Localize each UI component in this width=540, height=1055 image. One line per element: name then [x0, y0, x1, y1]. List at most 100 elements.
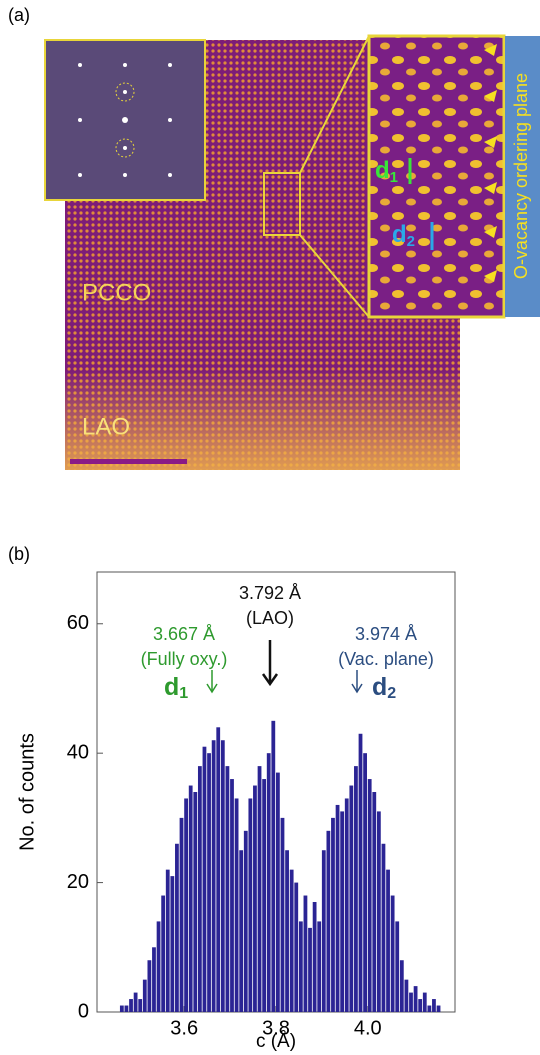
film-label: PCCO [82, 279, 151, 306]
bar [234, 798, 239, 1012]
y-tick-label: 40 [67, 741, 89, 763]
bar [216, 727, 221, 1012]
bar [202, 746, 207, 1012]
zoom-box [263, 172, 301, 236]
marker-sub: 1 [179, 685, 188, 702]
bar [381, 843, 386, 1012]
bar [409, 992, 413, 1012]
side-band [505, 36, 540, 317]
bar [170, 876, 175, 1012]
zoom-line [299, 35, 370, 174]
bar [367, 779, 372, 1012]
bar [335, 804, 340, 1012]
annotation: 3.792 Å (LAO) [239, 583, 301, 687]
bar [248, 798, 253, 1012]
fft-ring [115, 138, 135, 158]
bar [395, 921, 400, 1012]
panel-label: (b) [8, 544, 30, 564]
y-tick-label: 20 [67, 871, 89, 893]
bar [344, 798, 349, 1012]
bar [418, 999, 423, 1012]
annotation-arrowhead [206, 683, 218, 694]
bar [119, 1005, 124, 1012]
bar [253, 785, 257, 1012]
annotation-arrowhead [351, 683, 363, 694]
bar [294, 882, 299, 1012]
side-label: O-vacancy ordering plane [511, 73, 531, 279]
bar [276, 772, 280, 1012]
d2-sub: 2 [407, 233, 415, 250]
bar [129, 999, 133, 1012]
d1-label: d1 [375, 157, 398, 186]
bar [207, 753, 211, 1012]
bar [280, 817, 285, 1012]
bar [257, 766, 262, 1012]
d2-label: d2 [392, 221, 415, 250]
bar [326, 830, 331, 1012]
bar [133, 992, 138, 1012]
bar [340, 811, 345, 1012]
bar [317, 921, 322, 1012]
bar [298, 921, 303, 1012]
annotation-marker: d2 [372, 673, 396, 703]
bar [386, 869, 390, 1012]
annotation-value: 3.792 Å [239, 583, 301, 603]
annotation-detail: (LAO) [246, 608, 294, 628]
bar [285, 850, 289, 1012]
bar [175, 843, 179, 1012]
marker-sub: 2 [387, 685, 396, 702]
bar [390, 895, 395, 1012]
d1-text: d [375, 157, 390, 184]
y-tick-label: 60 [67, 612, 89, 634]
bar [184, 798, 188, 1012]
x-tick-label: 3.8 [262, 1017, 290, 1039]
bar [147, 960, 152, 1012]
bar [142, 979, 147, 1012]
x-tick-label: 3.6 [170, 1017, 198, 1039]
substrate-region [65, 370, 460, 470]
bar [262, 779, 267, 1012]
scale-bar [70, 459, 187, 464]
bar [161, 895, 166, 1012]
plane-arrows [484, 44, 497, 282]
annotation-value: 3.667 Å [153, 624, 215, 644]
bar [188, 785, 193, 1012]
bar [225, 766, 230, 1012]
bar [399, 960, 404, 1012]
bar [404, 979, 409, 1012]
bar [211, 740, 216, 1012]
fft-spots [78, 63, 172, 177]
bar [303, 895, 308, 1012]
marker-text: d [372, 673, 387, 701]
bar [197, 766, 202, 1012]
bar [354, 766, 358, 1012]
bar [363, 753, 367, 1012]
annotation-value: 3.974 Å [355, 624, 417, 644]
y-tick-label: 0 [78, 1000, 89, 1022]
bar [138, 999, 143, 1012]
annotation-marker: d1 [164, 673, 188, 703]
bar [422, 992, 427, 1012]
panel-label: (a) [8, 5, 30, 25]
zoom-inset [367, 34, 506, 319]
x-axis-label: c (Å) [256, 1031, 296, 1052]
bar [193, 792, 198, 1012]
bar [372, 792, 377, 1012]
x-tick-label: 4.0 [354, 1017, 382, 1039]
bar [349, 785, 354, 1012]
marker-text: d [164, 673, 179, 701]
bar [152, 947, 156, 1012]
bar [308, 927, 312, 1012]
bar [432, 999, 436, 1012]
zoom-line [299, 234, 370, 318]
bar [124, 1005, 129, 1012]
annotation: 3.974 Å (Vac. plane) d2 [338, 624, 434, 702]
bar [239, 850, 244, 1012]
bar [271, 720, 276, 1012]
annotation-arrowhead [261, 673, 279, 687]
bar [436, 1005, 441, 1012]
annotation-detail: (Fully oxy.) [141, 649, 228, 669]
bar [331, 817, 335, 1012]
